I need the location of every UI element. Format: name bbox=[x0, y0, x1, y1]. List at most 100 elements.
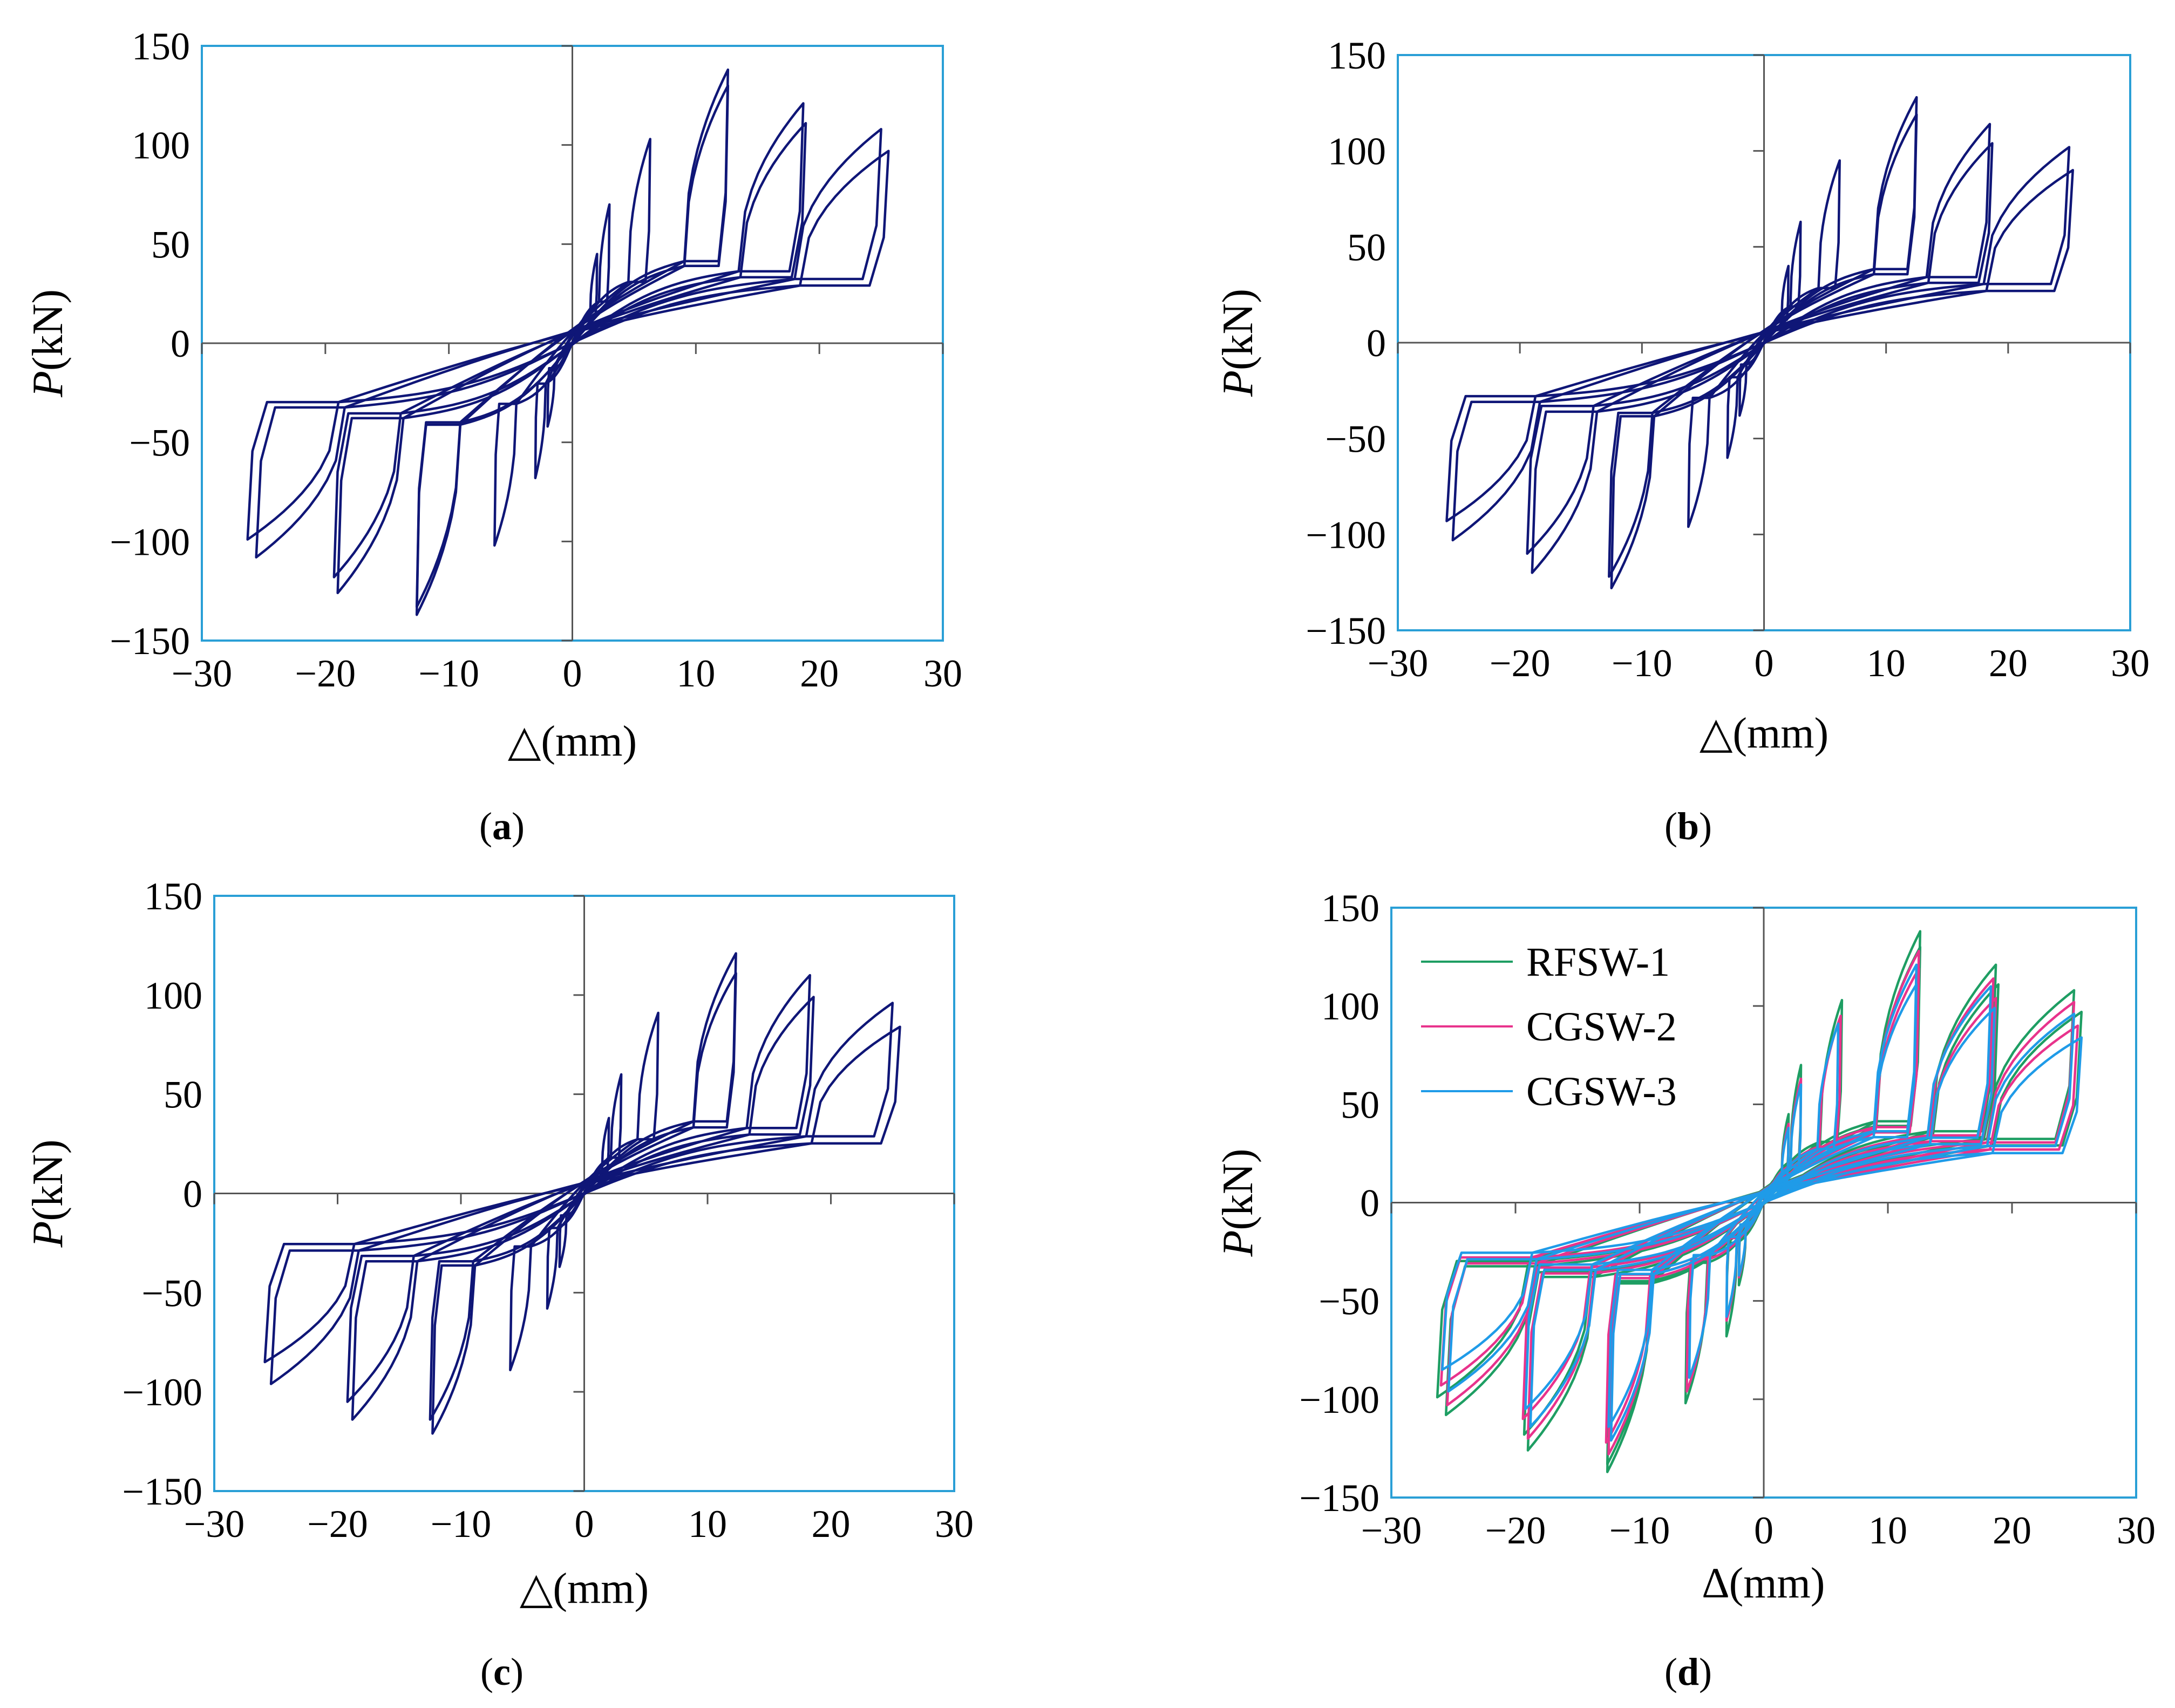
y-tick-label: 100 bbox=[1321, 985, 1379, 1028]
caption-open: ( bbox=[1664, 805, 1677, 848]
y-tick-label: −150 bbox=[122, 1470, 202, 1513]
caption-letter: b bbox=[1677, 805, 1699, 848]
x-tick-label: 20 bbox=[800, 652, 839, 695]
hysteresis-loop-RFSW-1-5 bbox=[415, 84, 730, 608]
y-tick-label: 100 bbox=[144, 974, 202, 1017]
y-axis-symbol: P bbox=[1214, 1230, 1262, 1257]
caption-close: ) bbox=[1699, 805, 1712, 848]
y-tick-label: 0 bbox=[171, 322, 190, 365]
caption-letter: d bbox=[1677, 1650, 1699, 1693]
x-tick-label: −30 bbox=[1368, 642, 1429, 685]
hysteresis-loop-RFSW-1-3 bbox=[493, 138, 651, 547]
x-axis-label: ∆(mm) bbox=[1703, 1560, 1825, 1607]
x-tick-label: −20 bbox=[1490, 642, 1551, 685]
y-axis-unit: (kN) bbox=[1214, 1149, 1262, 1230]
chart-panel-b: −30 −20 −10 0 10 20 30−150−100−50050100150△(mm… bbox=[1214, 34, 2150, 848]
y-tick-label: −50 bbox=[1318, 1280, 1379, 1323]
hysteresis-loop-RFSW-1-7 bbox=[332, 122, 807, 579]
y-tick-label: −50 bbox=[129, 421, 190, 465]
y-axis-unit: (kN) bbox=[24, 289, 72, 371]
hysteresis-loop-CGSW-2-7 bbox=[1526, 142, 1994, 555]
chart-panel-a: −30 −20 −10 0 10 20 30−150−100−50050100150△(mm… bbox=[24, 25, 962, 848]
x-tick-label: 10 bbox=[1868, 1509, 1907, 1552]
y-tick-label: −100 bbox=[122, 1371, 202, 1414]
y-tick-label: −100 bbox=[1299, 1378, 1379, 1421]
x-axis-label: △(mm) bbox=[1700, 710, 1829, 757]
x-tick-label: 30 bbox=[935, 1502, 974, 1546]
x-tick-label: −30 bbox=[184, 1502, 245, 1546]
x-tick-label: 0 bbox=[563, 652, 582, 695]
y-tick-label: −150 bbox=[1299, 1476, 1379, 1520]
hysteresis-loop-CGSW-3-6 bbox=[1529, 985, 1993, 1428]
x-tick-label: −30 bbox=[172, 652, 233, 695]
hysteresis-loop-RFSW-1-9 bbox=[246, 149, 890, 541]
x-axis-symbol: △ bbox=[508, 718, 541, 765]
chart-panel-d: −30 −20 −10 0 10 20 30−150−100−50050100150∆(mm… bbox=[1214, 887, 2156, 1693]
hysteresis-loop-CGSW-3-4 bbox=[1609, 963, 1918, 1442]
x-axis-label: △(mm) bbox=[508, 718, 637, 765]
hysteresis-loop-CGSW-3-9 bbox=[263, 1025, 901, 1364]
y-tick-label: 50 bbox=[151, 223, 190, 266]
x-tick-label: 0 bbox=[1755, 642, 1774, 685]
x-tick-label: 20 bbox=[1993, 1509, 2031, 1552]
x-tick-label: 30 bbox=[923, 652, 962, 695]
x-tick-label: −10 bbox=[1612, 642, 1673, 685]
x-axis-unit: (mm) bbox=[1729, 1560, 1825, 1607]
series-CGSW-3 bbox=[1441, 963, 2083, 1442]
y-tick-label: 50 bbox=[164, 1073, 202, 1117]
y-tick-label: 0 bbox=[183, 1173, 202, 1216]
panel-caption: (c) bbox=[480, 1650, 524, 1693]
y-axis-symbol: P bbox=[1214, 370, 1262, 397]
y-tick-label: −150 bbox=[110, 620, 190, 663]
x-tick-label: −20 bbox=[295, 652, 356, 695]
caption-open: ( bbox=[1664, 1650, 1677, 1693]
x-tick-label: −10 bbox=[431, 1502, 492, 1546]
x-tick-label: −20 bbox=[1485, 1509, 1546, 1552]
y-axis-symbol: P bbox=[24, 371, 72, 398]
hysteresis-loop-CGSW-2-9 bbox=[1445, 168, 2074, 522]
y-axis-label: P(kN) bbox=[24, 289, 72, 398]
x-tick-label: 30 bbox=[2111, 642, 2150, 685]
y-tick-label: −100 bbox=[110, 520, 190, 563]
hysteresis-loop-RFSW-1-6 bbox=[336, 102, 805, 595]
series-CGSW-2 bbox=[1445, 96, 2074, 590]
y-tick-label: 50 bbox=[1347, 226, 1386, 269]
series-CGSW-3 bbox=[263, 952, 901, 1435]
caption-open: ( bbox=[480, 1650, 493, 1693]
x-tick-label: −20 bbox=[307, 1502, 368, 1546]
hysteresis-loop-RFSW-1-8 bbox=[255, 128, 882, 559]
x-tick-label: 0 bbox=[1754, 1509, 1773, 1552]
y-tick-label: −50 bbox=[1325, 418, 1386, 461]
x-tick-label: 0 bbox=[575, 1502, 594, 1546]
y-axis-unit: (kN) bbox=[1214, 289, 1262, 370]
caption-close: ) bbox=[512, 805, 525, 848]
series-RFSW-1 bbox=[246, 68, 890, 616]
x-axis-unit: (mm) bbox=[541, 718, 637, 765]
y-tick-label: 50 bbox=[1341, 1083, 1379, 1126]
y-tick-label: −150 bbox=[1306, 609, 1386, 652]
y-axis-symbol: P bbox=[24, 1221, 72, 1248]
x-tick-label: −10 bbox=[418, 652, 479, 695]
y-axis-unit: (kN) bbox=[24, 1140, 72, 1221]
y-tick-label: 0 bbox=[1360, 1182, 1379, 1225]
x-tick-label: 10 bbox=[676, 652, 715, 695]
x-tick-label: −30 bbox=[1361, 1509, 1422, 1552]
y-axis-label: P(kN) bbox=[24, 1140, 72, 1248]
hysteresis-loop-CGSW-3-6 bbox=[351, 974, 811, 1421]
panel-caption: (d) bbox=[1664, 1650, 1712, 1693]
x-axis-symbol: △ bbox=[520, 1565, 553, 1612]
y-tick-label: 150 bbox=[1321, 887, 1379, 930]
y-tick-label: 150 bbox=[132, 25, 190, 68]
x-tick-label: 10 bbox=[1867, 642, 1906, 685]
x-axis-symbol: ∆ bbox=[1703, 1560, 1729, 1607]
y-tick-label: 150 bbox=[144, 875, 202, 918]
caption-open: ( bbox=[479, 805, 492, 848]
x-axis-unit: (mm) bbox=[1732, 710, 1829, 757]
y-axis-label: P(kN) bbox=[1214, 289, 1262, 397]
y-tick-label: −100 bbox=[1306, 513, 1386, 556]
x-axis-label: △(mm) bbox=[520, 1565, 649, 1612]
x-tick-label: 10 bbox=[688, 1502, 727, 1546]
panel-caption: (b) bbox=[1664, 805, 1712, 848]
hysteresis-loop-CGSW-3-7 bbox=[346, 996, 815, 1403]
hysteresis-loop-CGSW-3-3 bbox=[1688, 1022, 1840, 1379]
